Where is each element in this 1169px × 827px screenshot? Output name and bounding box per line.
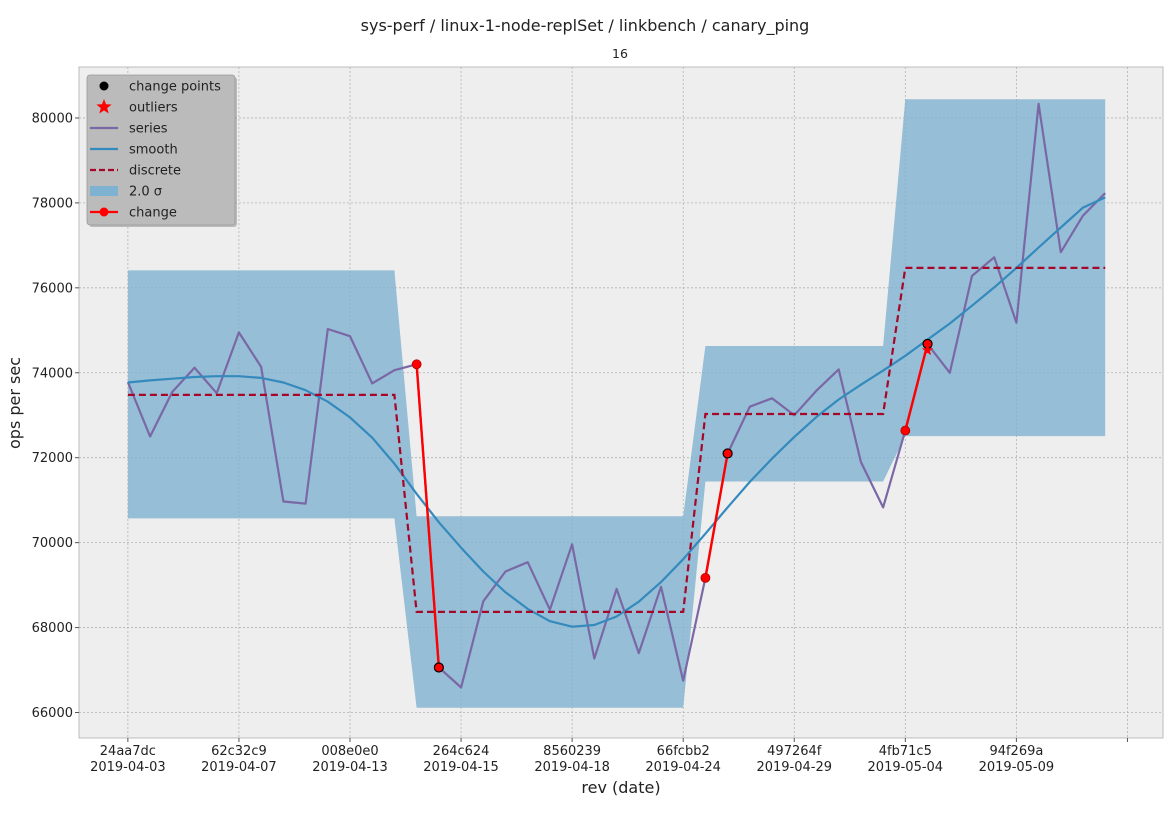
legend-dot-icon (99, 81, 109, 91)
x-tick-label-date: 2019-04-13 (312, 760, 388, 775)
y-tick-label: 78000 (32, 196, 73, 211)
y-tick-label: 76000 (32, 281, 73, 296)
y-axis-label: ops per sec (5, 357, 24, 449)
y-tick-label: 72000 (32, 451, 73, 466)
legend-label: change (129, 206, 177, 221)
x-tick-label-rev: 264c624 (433, 744, 490, 759)
x-tick-label-rev: 66fcbb2 (657, 744, 710, 759)
legend-label: smooth (129, 143, 178, 158)
outlier-marker (921, 344, 934, 356)
y-tick-label: 80000 (32, 111, 73, 126)
series-line (126, 102, 1106, 689)
x-tick-label-rev: 497264f (767, 744, 822, 759)
chart-title: sys-perf / linux-1-node-replSet / linkbe… (361, 16, 810, 36)
y-tick-label: 66000 (32, 706, 73, 721)
x-tick-label-rev: 62c32c9 (211, 744, 267, 759)
change-line (704, 453, 729, 579)
x-tick-label-rev: 94f269a (989, 744, 1043, 759)
chart-subtitle: 16 (612, 46, 628, 61)
legend-label: change points (129, 80, 221, 95)
x-tick-label-date: 2019-04-03 (90, 760, 166, 775)
x-tick-label-date: 2019-04-29 (756, 760, 832, 775)
x-tick-label-rev: 4fb71c5 (879, 744, 932, 759)
legend: change points outliers series smooth discret… (86, 74, 237, 227)
x-tick-label-date: 2019-04-07 (201, 760, 277, 775)
series-layer (126, 102, 1106, 689)
y-tick-label: 68000 (32, 621, 73, 636)
x-tick-label-date: 2019-05-04 (868, 760, 944, 775)
change-point-marker (433, 662, 444, 673)
x-tick-label-date: 2019-04-18 (534, 760, 610, 775)
legend-patch-icon (90, 186, 118, 196)
discrete-line (127, 266, 1106, 614)
change-line (904, 343, 929, 431)
x-tick-label-date: 2019-04-24 (645, 760, 721, 775)
discrete-layer (127, 266, 1106, 614)
x-tick-label-date: 2019-05-09 (979, 760, 1055, 775)
legend-box (86, 74, 236, 226)
y-tick-label: 70000 (32, 536, 73, 551)
x-tick-label-rev: 008e0e0 (321, 744, 378, 759)
legend-label: outliers (129, 101, 178, 116)
x-tick-label-rev: 24aa7dc (100, 744, 156, 759)
change-line (415, 364, 441, 668)
y-axis: 66000 68000 70000 72000 74000 76000 78000 80000 (32, 111, 79, 721)
x-tick-label-date: 2019-04-15 (423, 760, 499, 775)
y-tick-label: 74000 (32, 366, 73, 381)
change-start-dot (700, 572, 711, 583)
change-start-dot (900, 425, 911, 436)
change-point-marker (722, 448, 733, 459)
change-layer (411, 338, 934, 673)
sigma-band-area (127, 99, 1106, 708)
legend-star-icon (96, 99, 112, 114)
x-axis-label: rev (date) (581, 778, 660, 797)
legend-label: series (129, 122, 168, 137)
smooth-line (127, 196, 1106, 628)
legend-label: discrete (129, 164, 181, 179)
change-start-dot (411, 359, 422, 370)
x-tick-label-rev: 8560239 (543, 744, 601, 759)
sigma-band (127, 99, 1106, 708)
legend-dot-icon (99, 207, 109, 217)
legend-label: 2.0 σ (129, 185, 162, 200)
